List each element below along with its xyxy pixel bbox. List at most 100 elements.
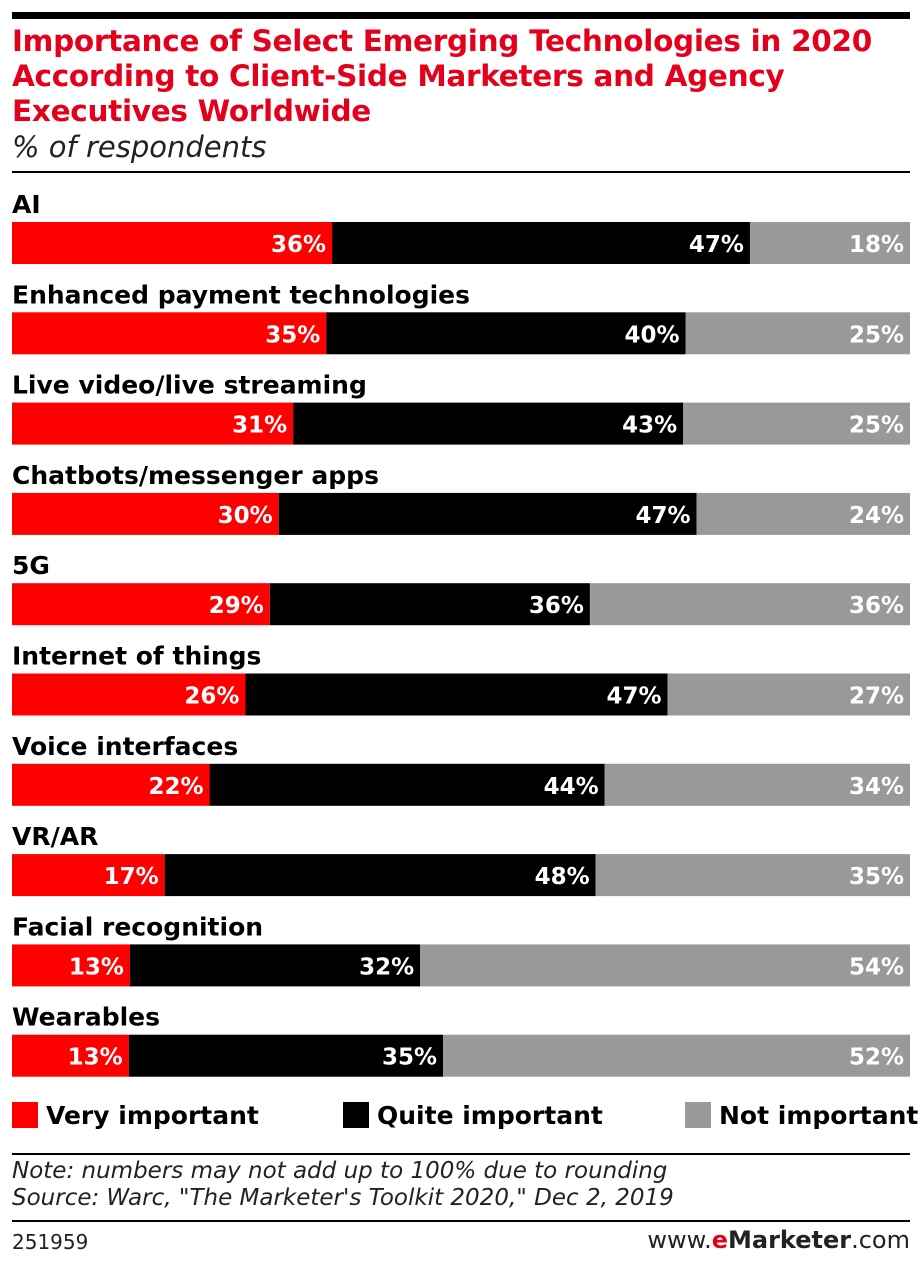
category-label: AI: [12, 190, 41, 219]
bar-segment-quite: [129, 944, 421, 987]
category-label: Wearables: [12, 1003, 160, 1032]
bar-segment-not: [443, 1034, 910, 1077]
brand-accent: e: [711, 1226, 729, 1254]
bar-segment-quite: [326, 312, 686, 355]
category-label: Voice interfaces: [12, 732, 238, 761]
legend-item-quite: Quite important: [343, 1098, 603, 1132]
data-label-very: 31%: [232, 413, 287, 439]
bar-segment-not: [749, 222, 910, 264]
chart-id: 251959: [12, 1230, 89, 1254]
emarketer-logo[interactable]: www.eMarketer.com: [647, 1226, 910, 1254]
bar-segment-very: [12, 312, 327, 355]
note-text: Note: numbers may not add up to 100% due…: [12, 1158, 668, 1184]
data-label-very: 29%: [209, 593, 264, 619]
legend-item-very: Very important: [12, 1098, 259, 1132]
bar-segment-not: [595, 854, 910, 897]
data-label-quite: 43%: [622, 413, 677, 439]
bar-row: Internet of things 26% 47% 27%: [12, 642, 910, 716]
bar-segment-not: [696, 492, 910, 535]
bar-segment-quite: [164, 854, 596, 897]
bar-segment-very: [12, 1034, 129, 1077]
source-text: Source: Warc, "The Marketer's Toolkit 20…: [12, 1185, 674, 1211]
data-label-quite: 48%: [535, 864, 590, 890]
data-label-very: 22%: [148, 774, 203, 800]
bar-segment-quite: [293, 402, 684, 445]
bar-segment-quite: [128, 1034, 444, 1077]
bar-row: AI 36% 47% 18%: [12, 190, 910, 264]
bar-segment-not: [589, 583, 910, 626]
data-label-very: 30%: [218, 503, 273, 529]
legend-item-not: Not important: [685, 1098, 918, 1132]
data-label-quite: 32%: [359, 954, 414, 980]
bar-segment-quite: [278, 492, 697, 535]
bar-row: 5G 29% 36% 36%: [12, 551, 910, 626]
data-label-not: 25%: [849, 322, 904, 348]
data-label-very: 13%: [68, 1045, 123, 1071]
bar-segment-very: [12, 492, 279, 535]
data-label-very: 26%: [184, 684, 239, 710]
bar-segment-very: [12, 402, 294, 445]
chart-title: Importance of Select Emerging Technologi…: [12, 24, 872, 128]
bar-row: Chatbots/messenger apps 30% 47% 24%: [12, 461, 910, 535]
bar-row: Voice interfaces 22% 44% 34%: [12, 732, 910, 806]
data-label-quite: 47%: [689, 232, 744, 258]
data-label-quite: 44%: [544, 774, 599, 800]
footer-divider: [12, 1220, 910, 1222]
data-label-not: 52%: [849, 1045, 904, 1071]
data-label-quite: 47%: [636, 503, 691, 529]
data-label-not: 25%: [849, 413, 904, 439]
bar-segment-very: [12, 763, 210, 806]
bar-segment-not: [604, 763, 910, 806]
category-label: VR/AR: [12, 822, 98, 851]
notes: Note: numbers may not add up to 100% due…: [12, 1158, 674, 1212]
bar-segment-not: [420, 944, 910, 987]
bar-segment-very: [12, 673, 246, 716]
bar-row: Live video/live streaming 31% 43% 25%: [12, 371, 910, 445]
brand-prefix: www.: [647, 1226, 712, 1254]
data-label-not: 54%: [849, 954, 904, 980]
brand-suffix: .com: [851, 1226, 910, 1254]
bar-row: Facial recognition 13% 32% 54%: [12, 912, 910, 987]
data-label-quite: 40%: [624, 322, 679, 348]
data-label-very: 35%: [265, 322, 320, 348]
chart-subtitle: % of respondents: [12, 130, 267, 164]
bar-row: Enhanced payment technologies 35% 40% 25%: [12, 280, 910, 355]
legend-swatch-quite: [343, 1102, 369, 1128]
header-divider: [12, 171, 910, 173]
notes-divider: [12, 1153, 910, 1155]
legend-swatch-very: [12, 1102, 38, 1128]
category-label: Enhanced payment technologies: [12, 280, 470, 309]
category-label: Live video/live streaming: [12, 371, 367, 400]
bar-segment-not: [685, 312, 910, 355]
category-label: Chatbots/messenger apps: [12, 461, 379, 490]
data-label-quite: 36%: [529, 593, 584, 619]
data-label-not: 36%: [849, 593, 904, 619]
data-label-very: 13%: [69, 954, 124, 980]
category-label: Internet of things: [12, 642, 261, 671]
bar-segment-very: [12, 222, 333, 264]
data-label-quite: 47%: [606, 684, 661, 710]
bar-segment-not: [667, 673, 910, 716]
legend-label-not: Not important: [719, 1100, 919, 1130]
bar-segment-quite: [245, 673, 668, 716]
bar-row: Wearables 13% 35% 52%: [12, 1003, 910, 1077]
category-label: 5G: [12, 551, 50, 580]
data-label-not: 18%: [849, 232, 904, 258]
data-label-not: 34%: [849, 774, 904, 800]
category-label: Facial recognition: [12, 912, 263, 941]
top-rule: [12, 12, 910, 19]
legend-label-quite: Quite important: [377, 1100, 603, 1130]
data-label-very: 17%: [104, 864, 159, 890]
bar-segment-quite: [332, 222, 750, 264]
bar-segment-very: [12, 944, 130, 987]
legend-swatch-not: [685, 1102, 711, 1128]
bar-segment-quite: [209, 763, 605, 806]
data-label-not: 27%: [849, 684, 904, 710]
legend-label-very: Very important: [46, 1100, 259, 1130]
bar-segment-very: [12, 854, 165, 897]
bar-segment-quite: [269, 583, 590, 626]
data-label-not: 24%: [849, 503, 904, 529]
data-label-quite: 35%: [382, 1045, 437, 1071]
bar-segment-not: [683, 402, 910, 445]
data-label-very: 36%: [271, 232, 326, 258]
